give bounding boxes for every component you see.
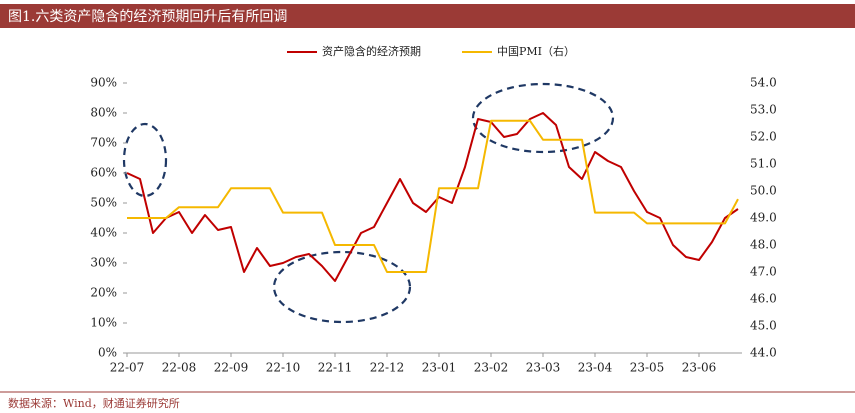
y-tick-label: 30% <box>90 256 117 270</box>
y-tick-label: 40% <box>90 226 117 240</box>
x-tick-label: 23-02 <box>474 361 509 375</box>
x-tick-label: 23-03 <box>526 361 561 375</box>
x-tick-label: 22-12 <box>370 361 405 375</box>
y-tick-label: 80% <box>90 106 117 120</box>
series-line <box>126 112 739 282</box>
y2-tick-label: 51.0 <box>750 157 777 171</box>
x-tick-label: 23-01 <box>422 361 457 375</box>
y2-tick-label: 54.0 <box>750 76 777 90</box>
series-line <box>127 119 739 273</box>
y2-tick-label: 44.0 <box>750 346 777 360</box>
x-tick-label: 22-10 <box>266 361 301 375</box>
y-tick-label: 90% <box>90 76 117 90</box>
x-tick-label: 22-07 <box>110 361 145 375</box>
y2-tick-label: 47.0 <box>750 265 777 279</box>
annotation-ellipse <box>272 250 412 324</box>
x-tick-label: 22-09 <box>214 361 249 375</box>
y2-tick-label: 53.0 <box>750 103 777 117</box>
y2-tick-label: 49.0 <box>750 211 777 225</box>
legend-label: 资产隐含的经济预期 <box>322 44 421 58</box>
y-tick-label: 0% <box>98 346 117 360</box>
x-tick-label: 23-06 <box>682 361 717 375</box>
annotation-ellipse <box>122 122 168 198</box>
title-bar <box>0 4 855 28</box>
x-tick-label: 23-04 <box>578 361 613 375</box>
legend-label: 中国PMI（右） <box>497 44 575 58</box>
y-tick-label: 50% <box>90 196 117 210</box>
source: 数据来源：Wind，财通证券研究所 <box>8 396 180 410</box>
y-tick-label: 70% <box>90 136 117 150</box>
y-tick-label: 10% <box>90 316 117 330</box>
y-tick-label: 20% <box>90 286 117 300</box>
y2-tick-label: 50.0 <box>750 184 777 198</box>
y2-tick-label: 45.0 <box>750 319 777 333</box>
y2-tick-label: 48.0 <box>750 238 777 252</box>
chart-title: 图1.六类资产隐含的经济预期回升后有所回调 <box>8 9 287 25</box>
x-tick-label: 22-08 <box>162 361 197 375</box>
y2-tick-label: 46.0 <box>750 292 777 306</box>
annotation-ellipse <box>471 82 615 154</box>
annotations <box>122 82 615 324</box>
y2-tick-label: 52.0 <box>750 130 777 144</box>
y-tick-label: 60% <box>90 166 117 180</box>
x-tick-label: 23-05 <box>630 361 665 375</box>
x-tick-label: 22-11 <box>318 361 353 375</box>
